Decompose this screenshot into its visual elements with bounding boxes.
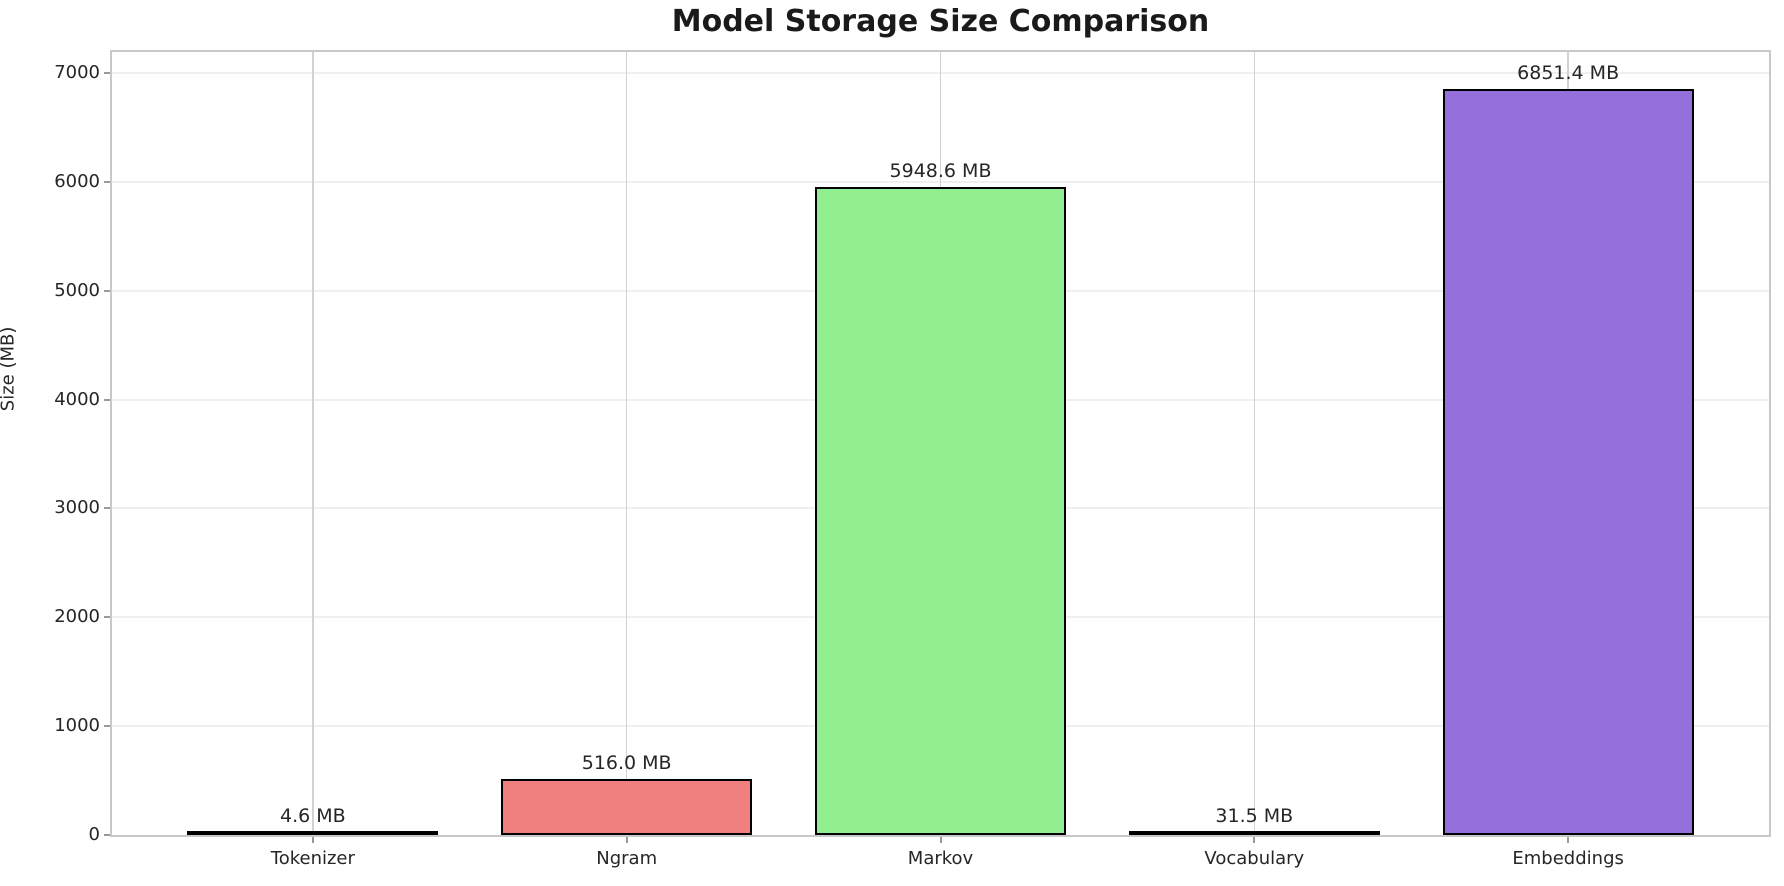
- bar-value-label-ngram: 516.0 MB: [581, 751, 672, 774]
- bar-value-label-markov: 5948.6 MB: [889, 160, 992, 183]
- xtick-label-tokenizer: Tokenizer: [270, 848, 355, 869]
- bar-value-label-embeddings: 6851.4 MB: [1517, 62, 1620, 85]
- xtick-mark-vocabulary: [1253, 837, 1256, 843]
- bar-value-label-tokenizer: 4.6 MB: [280, 805, 346, 827]
- xtick-label-ngram: Ngram: [596, 848, 658, 869]
- ytick-label-3000: 3000: [54, 497, 100, 519]
- ytick-label-6000: 6000: [54, 170, 100, 192]
- ytick-label-7000: 7000: [54, 62, 100, 83]
- xtick-mark-embeddings: [1567, 837, 1570, 843]
- gridline-x-tokenizer: [312, 52, 314, 835]
- ytick-mark-4000: [104, 398, 110, 401]
- bar-ngram: [501, 778, 753, 835]
- xtick-label-vocabulary: Vocabulary: [1204, 848, 1305, 869]
- ytick-mark-0: [104, 834, 110, 836]
- plot-spine-left: [110, 50, 112, 837]
- plot-spine-right: [1769, 50, 1771, 837]
- ytick-label-2000: 2000: [54, 606, 100, 628]
- plot-spine-bottom: [112, 835, 1769, 837]
- gridline-x-vocabulary: [1253, 52, 1256, 835]
- ytick-mark-7000: [104, 72, 110, 74]
- bar-vocabulary: [1128, 831, 1380, 835]
- plot-area: 4.6 MB 516.0 MB 5948.6 MB 31.5 MB 6851.4 MB: [110, 50, 1771, 837]
- xtick-mark-ngram: [625, 837, 628, 843]
- xtick-mark-tokenizer: [311, 837, 314, 843]
- ytick-label-4000: 4000: [54, 388, 100, 410]
- xtick-mark-markov: [939, 837, 942, 843]
- bar-tokenizer: [187, 831, 439, 835]
- ytick-label-0: 0: [88, 824, 100, 845]
- ytick-mark-1000: [104, 725, 110, 728]
- bar-value-label-vocabulary: 31.5 MB: [1215, 804, 1294, 827]
- ytick-mark-5000: [104, 289, 110, 292]
- ytick-label-1000: 1000: [54, 715, 100, 737]
- plot-spine-top: [112, 50, 1769, 52]
- ytick-mark-2000: [104, 616, 110, 619]
- ytick-label-5000: 5000: [54, 279, 100, 301]
- bar-embeddings: [1442, 89, 1694, 835]
- xtick-label-embeddings: Embeddings: [1512, 848, 1624, 869]
- xtick-label-markov: Markov: [907, 848, 974, 869]
- ytick-mark-6000: [104, 180, 110, 183]
- ytick-mark-3000: [104, 507, 110, 510]
- bar-markov: [814, 187, 1067, 835]
- gridline-x-ngram: [625, 52, 628, 835]
- chart-title: Model Storage Size Comparison: [671, 4, 1210, 39]
